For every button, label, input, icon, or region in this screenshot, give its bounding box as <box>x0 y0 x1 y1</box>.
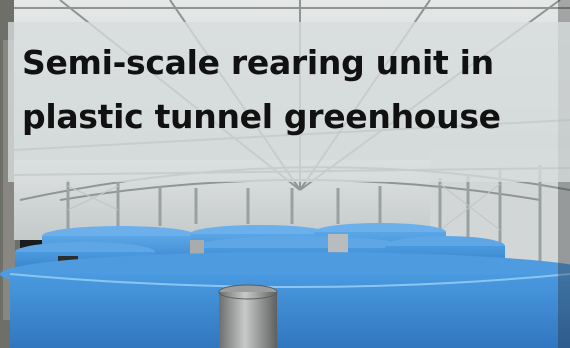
standpipe <box>218 284 278 348</box>
front-tank <box>0 252 570 348</box>
wall-bracing <box>67 183 501 231</box>
caption-line-1: Semi-scale rearing unit in <box>22 43 494 82</box>
caption-background <box>8 22 570 182</box>
photo-caption: Semi-scale rearing unit in plastic tunne… <box>22 36 562 144</box>
caption-line-2: plastic tunnel greenhouse <box>22 97 501 136</box>
